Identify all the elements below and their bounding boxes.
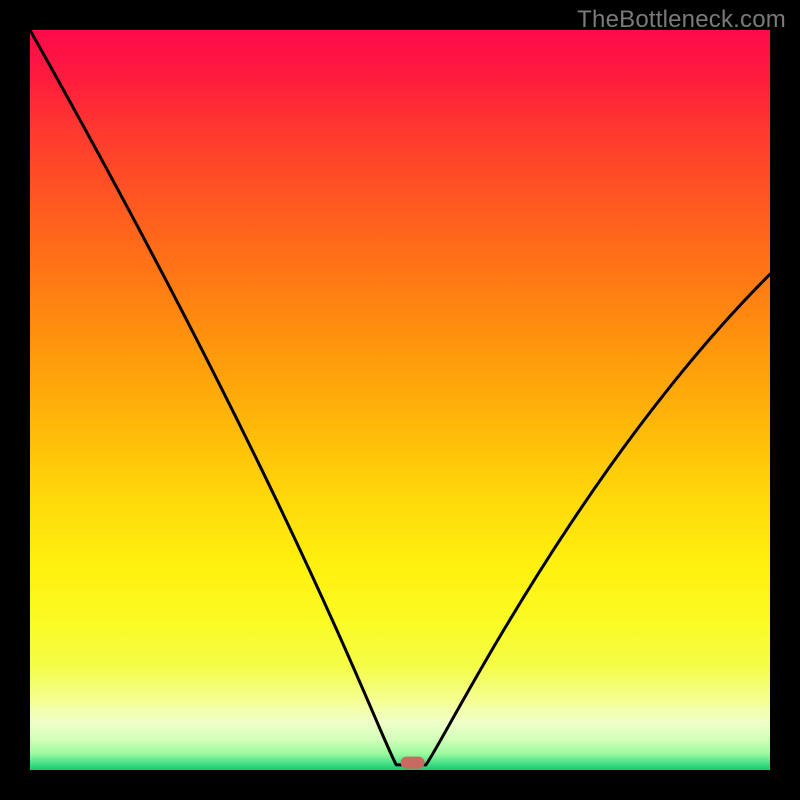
bottleneck-chart xyxy=(0,0,800,800)
watermark-text: TheBottleneck.com xyxy=(577,6,786,34)
optimal-marker xyxy=(401,757,425,769)
